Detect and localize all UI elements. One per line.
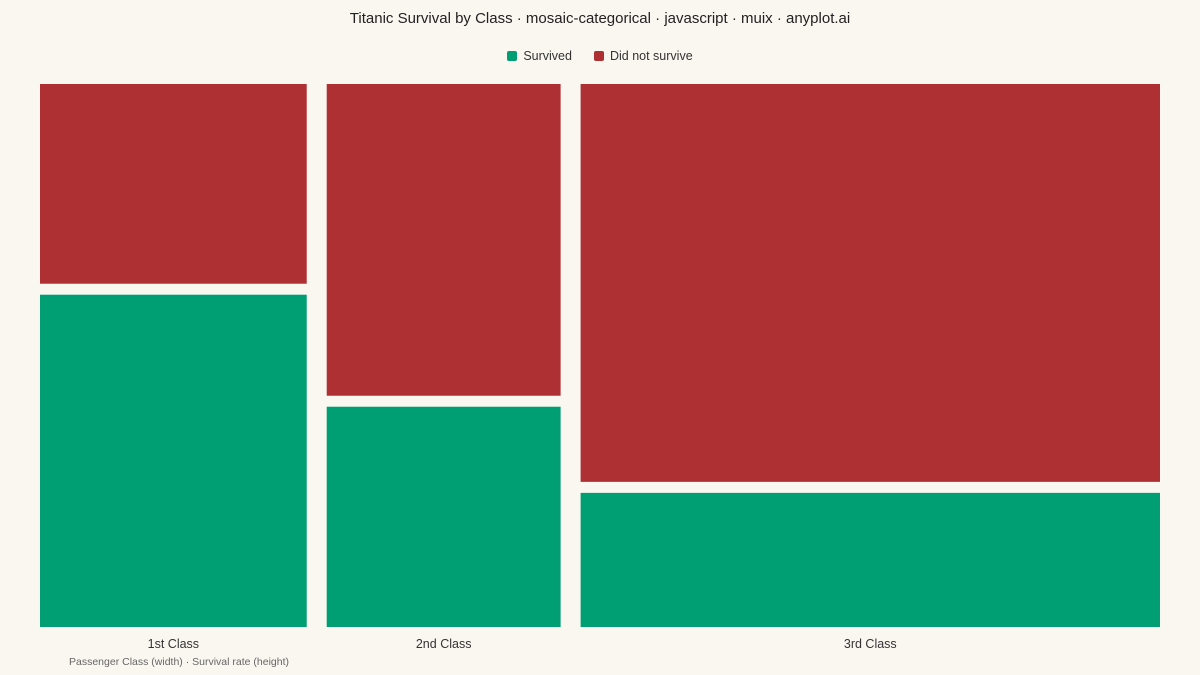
legend-label-did-not-survive: Did not survive [609, 49, 693, 63]
legend-swatch-survived [507, 51, 518, 61]
x-tick-label-2nd-class: 2nd Class [416, 637, 472, 651]
legend-swatch-did-not-survive [593, 51, 604, 61]
legend-label-survived: Survived [523, 49, 572, 63]
mosaic-tile-1st-class-survived[interactable] [40, 294, 307, 627]
mosaic-tile-3rd-class-did-not-survive[interactable] [580, 84, 1160, 482]
legend-item-did-not-survive[interactable]: Did not survive [593, 49, 693, 63]
mosaic-tile-2nd-class-did-not-survive[interactable] [326, 84, 561, 396]
mosaic-tile-1st-class-did-not-survive[interactable] [40, 84, 307, 284]
mosaic-tile-2nd-class-survived[interactable] [326, 406, 561, 627]
legend: Survived Did not survive [0, 49, 1200, 63]
chart-title: Titanic Survival by Class · mosaic-categ… [349, 10, 851, 27]
axis-caption: Passenger Class (width) · Survival rate … [69, 656, 289, 668]
mosaic-tile-3rd-class-survived[interactable] [580, 492, 1160, 627]
x-tick-label-3rd-class: 3rd Class [844, 637, 897, 651]
legend-item-survived[interactable]: Survived [507, 49, 572, 63]
x-tick-label-1st-class: 1st Class [148, 637, 199, 651]
